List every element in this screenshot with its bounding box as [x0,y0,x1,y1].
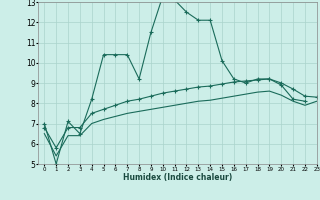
X-axis label: Humidex (Indice chaleur): Humidex (Indice chaleur) [123,173,232,182]
